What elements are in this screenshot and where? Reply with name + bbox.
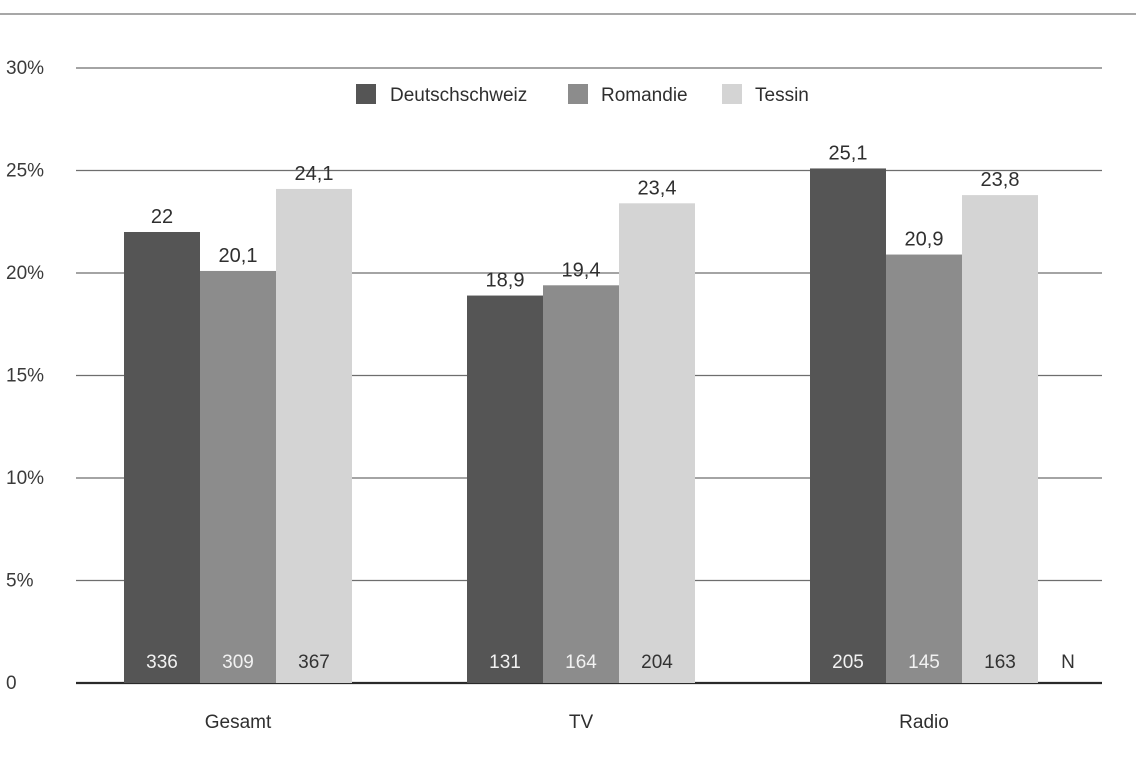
bar xyxy=(467,295,543,683)
bar-value-label: 20,1 xyxy=(219,245,258,267)
bar xyxy=(886,254,962,684)
y-tick-label: 25% xyxy=(6,161,44,182)
bar-n-label: 205 xyxy=(832,652,864,673)
y-tick-label: 5% xyxy=(6,571,34,592)
legend-swatch xyxy=(568,84,588,104)
bar-value-label: 19,4 xyxy=(562,259,601,281)
bar-value-label: 23,8 xyxy=(981,169,1020,191)
bar xyxy=(200,270,276,683)
bar xyxy=(124,232,200,683)
y-tick-label: 15% xyxy=(6,366,44,387)
bar xyxy=(543,285,619,683)
bar xyxy=(276,188,352,683)
bar-n-label: 164 xyxy=(565,652,597,673)
bar xyxy=(619,203,695,684)
bar-n-label: 163 xyxy=(984,652,1016,673)
bar-n-label: 145 xyxy=(908,652,940,673)
bar-value-label: 24,1 xyxy=(295,163,334,185)
legend: Deutschschweiz Romandie Tessin xyxy=(356,84,809,106)
legend-swatch xyxy=(356,84,376,104)
bar-n-label: 204 xyxy=(641,652,673,673)
n-axis-label: N xyxy=(1061,652,1075,673)
bar xyxy=(962,195,1038,683)
y-tick-label: 10% xyxy=(6,468,44,489)
y-tick-label: 0 xyxy=(6,673,17,694)
bar-n-label: 367 xyxy=(298,652,330,673)
bar-value-label: 23,4 xyxy=(638,177,677,199)
legend-item: Romandie xyxy=(568,84,688,106)
legend-item: Deutschschweiz xyxy=(356,84,527,106)
legend-label: Romandie xyxy=(601,85,688,106)
x-category-label: Gesamt xyxy=(205,712,272,733)
y-tick-label: 30% xyxy=(6,58,44,79)
bar xyxy=(810,168,886,683)
bar-value-label: 20,9 xyxy=(905,229,944,251)
x-category-label: Radio xyxy=(899,712,949,733)
legend-swatch xyxy=(722,84,742,104)
bar-value-label: 22 xyxy=(151,206,173,228)
bar-n-label: 131 xyxy=(489,652,521,673)
labels: 0 5% 10% 15% 20% 25% 30% 22 336 20,1 309 24,1 367 Ges… xyxy=(6,58,1075,733)
x-category-label: TV xyxy=(569,712,594,733)
legend-label: Deutschschweiz xyxy=(390,85,527,106)
bars xyxy=(124,168,1038,684)
bar-n-label: 309 xyxy=(222,652,254,673)
bar-value-label: 18,9 xyxy=(486,270,525,292)
bar-value-label: 25,1 xyxy=(829,142,868,164)
legend-item: Tessin xyxy=(722,84,809,106)
legend-label: Tessin xyxy=(755,85,809,106)
bar-n-label: 336 xyxy=(146,652,178,673)
y-tick-label: 20% xyxy=(6,263,44,284)
